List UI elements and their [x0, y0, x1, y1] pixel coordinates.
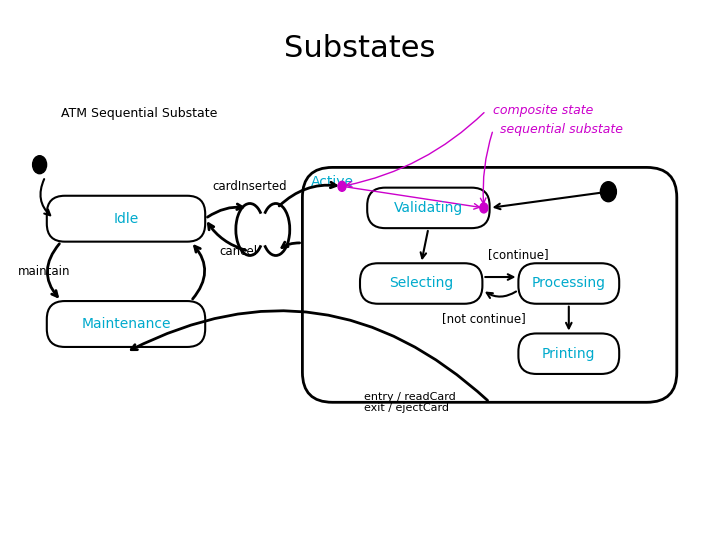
- Text: cancel: cancel: [220, 245, 258, 258]
- Text: Maintenance: Maintenance: [81, 317, 171, 331]
- Text: Substates: Substates: [284, 34, 436, 63]
- Text: Selecting: Selecting: [389, 276, 454, 291]
- Text: ATM Sequential Substate: ATM Sequential Substate: [61, 107, 217, 120]
- Text: Idle: Idle: [113, 212, 139, 226]
- Text: [continue]: [continue]: [488, 248, 549, 261]
- Text: composite state: composite state: [493, 104, 593, 117]
- Text: [not continue]: [not continue]: [442, 312, 526, 325]
- Text: entry / readCard: entry / readCard: [364, 392, 455, 402]
- Text: cardInserted: cardInserted: [212, 180, 287, 193]
- Ellipse shape: [32, 156, 47, 174]
- Ellipse shape: [338, 181, 346, 191]
- FancyBboxPatch shape: [367, 187, 490, 228]
- Text: Validating: Validating: [394, 201, 463, 215]
- FancyBboxPatch shape: [47, 301, 205, 347]
- FancyBboxPatch shape: [47, 195, 205, 241]
- FancyBboxPatch shape: [302, 167, 677, 402]
- Text: sequential substate: sequential substate: [500, 123, 624, 136]
- Text: Processing: Processing: [532, 276, 606, 291]
- Ellipse shape: [600, 181, 616, 202]
- FancyBboxPatch shape: [518, 333, 619, 374]
- FancyBboxPatch shape: [360, 263, 482, 303]
- Ellipse shape: [480, 203, 488, 213]
- FancyBboxPatch shape: [518, 263, 619, 303]
- Text: exit / ejectCard: exit / ejectCard: [364, 403, 449, 413]
- Text: Active: Active: [310, 176, 354, 190]
- Text: Printing: Printing: [542, 347, 595, 361]
- Text: maintain: maintain: [18, 265, 71, 278]
